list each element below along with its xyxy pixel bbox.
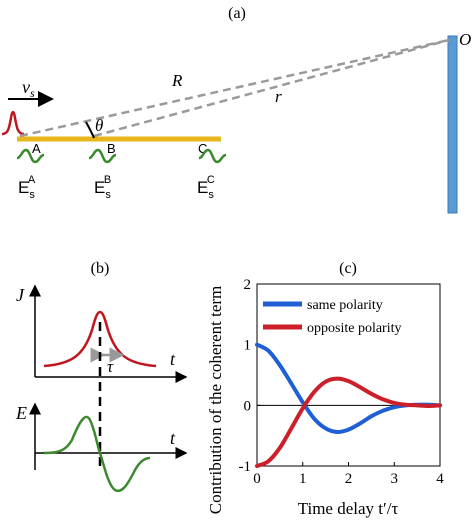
distance-R-label: R bbox=[171, 71, 183, 90]
field-B-label: EsB bbox=[94, 174, 111, 201]
series-line-opposite-polarity bbox=[255, 376, 442, 468]
wave-packet-A bbox=[16, 148, 45, 164]
field-C-label: EsC bbox=[197, 174, 215, 201]
point-B-label: B bbox=[107, 141, 116, 156]
ray-R bbox=[19, 38, 450, 138]
tau-label: τ bbox=[107, 357, 114, 376]
ray-r bbox=[93, 38, 450, 138]
chart-series bbox=[255, 342, 442, 468]
chart-x-label: Time delay t′/τ bbox=[298, 499, 399, 518]
j-axis-label: J bbox=[16, 285, 25, 305]
distance-r-label: r bbox=[275, 87, 282, 106]
e-t-axis-label: t bbox=[170, 428, 176, 448]
velocity-subscript: s bbox=[30, 86, 35, 100]
angle-arc bbox=[85, 121, 95, 139]
panel-a: (a) vs O R r θ A B C EsA bbox=[1, 5, 471, 214]
x-tick-label: 0 bbox=[253, 471, 261, 487]
y-tick-label: 2 bbox=[244, 277, 252, 293]
x-tick-label: 2 bbox=[345, 471, 353, 487]
panel-a-label: (a) bbox=[228, 5, 246, 22]
point-A-label: A bbox=[32, 141, 41, 156]
velocity-symbol: v bbox=[22, 77, 30, 97]
x-tick-label: 1 bbox=[299, 471, 307, 487]
panel-c: (c) Contribution of the coherent term Ti… bbox=[206, 260, 444, 518]
panel-b-label: (b) bbox=[91, 260, 110, 277]
source-pulse bbox=[1, 110, 25, 136]
chart-y-label: Contribution of the coherent term bbox=[206, 286, 225, 515]
j-t-axis-label: t bbox=[170, 349, 176, 369]
e-axis-label: E bbox=[15, 403, 27, 423]
wave-packet-B bbox=[88, 148, 117, 164]
panel-c-label: (c) bbox=[339, 260, 357, 277]
y-tick-label: 1 bbox=[244, 338, 252, 354]
series-line-same-polarity bbox=[255, 342, 442, 435]
panel-b: (b) J t τ E t bbox=[15, 260, 188, 493]
wave-packet-C bbox=[198, 148, 227, 164]
legend-label: same polarity bbox=[307, 298, 383, 313]
y-tick-label: -1 bbox=[239, 459, 252, 475]
x-tick-label: 3 bbox=[391, 471, 399, 487]
x-tick-label: 4 bbox=[436, 471, 444, 487]
observer-bar bbox=[447, 35, 458, 214]
point-C-label: C bbox=[198, 141, 207, 156]
radiated-field bbox=[43, 415, 151, 493]
field-A-label: EsA bbox=[18, 174, 36, 201]
observer-label: O bbox=[459, 30, 471, 49]
angle-label: θ bbox=[95, 116, 103, 135]
velocity-label: vs bbox=[22, 77, 35, 100]
legend-label: opposite polarity bbox=[307, 321, 402, 336]
chart-legend: same polarity opposite polarity bbox=[263, 298, 402, 336]
y-tick-label: 0 bbox=[244, 398, 252, 414]
